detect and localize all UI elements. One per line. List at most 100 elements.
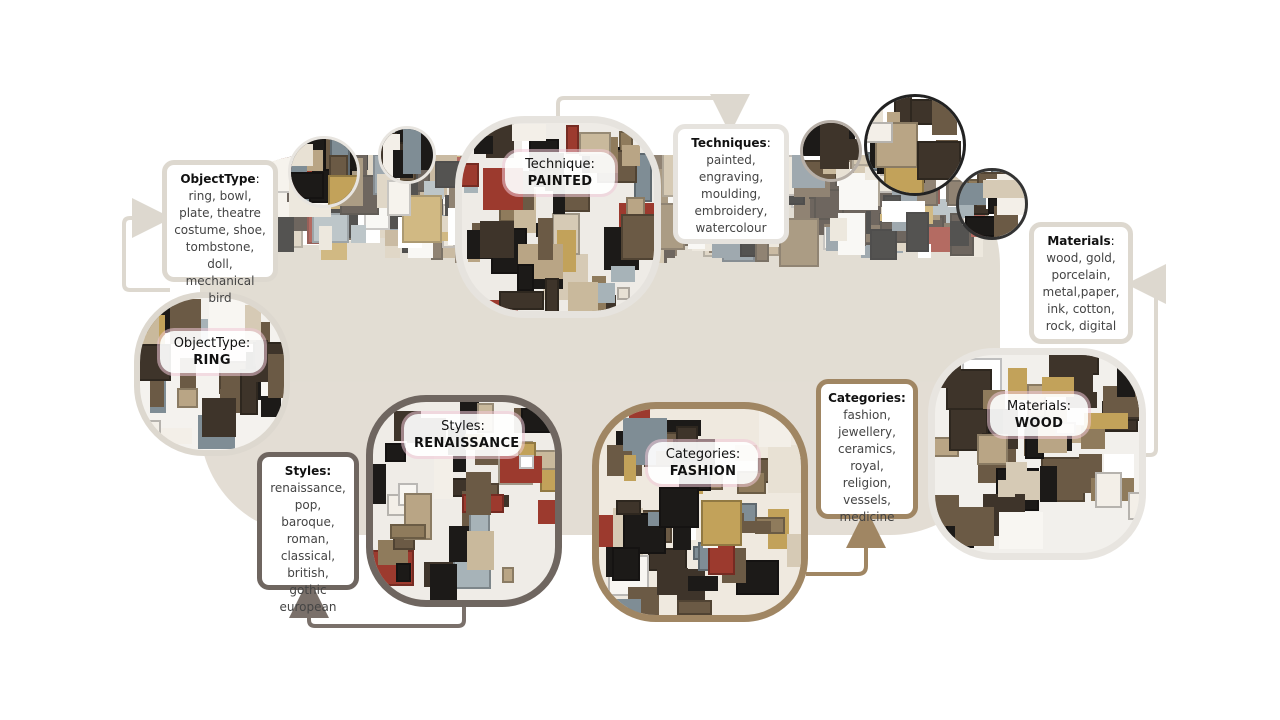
callout-title: ObjectType — [180, 172, 256, 186]
artwork-thumbnail — [1041, 377, 1074, 398]
artwork-thumbnail — [1094, 472, 1122, 508]
artwork-thumbnail — [954, 506, 994, 546]
artwork-thumbnail — [1008, 368, 1027, 400]
callout-items: renaissance, pop, baroque, roman, classi… — [270, 481, 346, 614]
cluster-label-categories: Categories: FASHION — [648, 442, 758, 484]
artwork-thumbnail — [1128, 491, 1139, 520]
callout-colon: : — [1110, 234, 1115, 248]
artwork-thumbnail — [389, 524, 426, 539]
artwork-thumbnail — [826, 138, 859, 161]
cluster-label-objecttype: ObjectType: RING — [160, 331, 264, 373]
artwork-thumbnail — [384, 443, 407, 462]
artwork-thumbnail — [538, 218, 553, 260]
callout-techniques: Techniques: painted, engraving, moulding… — [673, 124, 789, 244]
thumbnail-circle — [378, 126, 436, 184]
artwork-thumbnail — [469, 510, 491, 534]
artwork-thumbnail — [351, 224, 367, 243]
cluster-label-technique: Technique: PAINTED — [505, 152, 615, 194]
artwork-thumbnail — [1040, 466, 1058, 502]
artwork-thumbnail — [965, 215, 999, 237]
cluster-label-value: WOOD — [1014, 416, 1064, 431]
artwork-thumbnail — [373, 464, 387, 504]
artwork-thumbnail — [474, 135, 494, 154]
cluster-label-title: Technique: — [525, 157, 595, 172]
artwork-thumbnail — [319, 226, 332, 251]
artwork-thumbnail — [983, 179, 1025, 198]
artwork-thumbnail — [935, 494, 959, 526]
artwork-thumbnail — [466, 530, 494, 571]
cluster-label-value: RING — [193, 353, 231, 368]
arrow-styles — [289, 578, 466, 628]
artwork-thumbnail — [430, 240, 444, 260]
callout-title: Techniques — [691, 136, 767, 150]
artwork-thumbnail — [916, 141, 962, 181]
thumbnail-circle — [288, 136, 360, 208]
artwork-thumbnail — [202, 398, 236, 437]
cluster-label-title: Categories: — [665, 447, 741, 462]
callout-items: wood, gold, porcelain, metal,paper, ink,… — [1042, 251, 1120, 333]
artwork-thumbnail — [177, 387, 198, 408]
cluster-label-value: RENAISSANCE — [414, 436, 520, 451]
thumbnail-circle — [864, 94, 966, 196]
artwork-thumbnail — [433, 454, 453, 499]
artwork-thumbnail — [240, 369, 258, 416]
cluster-label-title: ObjectType: — [173, 336, 251, 351]
artwork-thumbnail — [1116, 357, 1136, 398]
artwork-thumbnail — [657, 568, 689, 595]
artwork-thumbnail — [402, 129, 421, 174]
artwork-thumbnail — [291, 171, 324, 199]
callout-categories: Categories: fashion, jewellery, ceramics… — [816, 379, 918, 524]
artwork-thumbnail — [544, 277, 559, 311]
artwork-thumbnail — [621, 144, 641, 167]
artwork-thumbnail — [700, 500, 743, 547]
artwork-thumbnail — [932, 97, 958, 136]
artwork-thumbnail — [867, 121, 893, 144]
callout-title: Categories: — [828, 391, 906, 405]
thumbnail-circle — [956, 168, 1028, 240]
cluster-categories[interactable] — [592, 402, 808, 622]
artwork-thumbnail — [386, 180, 412, 216]
artwork-thumbnail — [677, 599, 713, 615]
cluster-label-value: FASHION — [669, 464, 737, 479]
artwork-thumbnail — [1080, 426, 1105, 450]
artwork-thumbnail — [327, 174, 357, 205]
artwork-thumbnail — [787, 533, 801, 568]
cluster-label-value: PAINTED — [527, 174, 593, 189]
artwork-thumbnail — [767, 444, 801, 493]
artwork-thumbnail — [936, 360, 961, 389]
callout-materials: Materials: wood, gold, porcelain, metal,… — [1029, 222, 1133, 344]
arrow-technique — [556, 94, 750, 134]
artwork-thumbnail — [267, 354, 284, 398]
artwork-thumbnail — [658, 487, 700, 528]
artwork-thumbnail — [567, 281, 598, 311]
cluster-objecttype[interactable] — [134, 292, 290, 456]
callout-objecttype: ObjectType: ring, bowl, plate, theatre c… — [162, 160, 278, 305]
artwork-thumbnail — [499, 291, 544, 310]
callout-styles: Styles: renaissance, pop, baroque, roman… — [257, 452, 359, 614]
arrow-objecttype — [122, 198, 172, 292]
artwork-thumbnail — [462, 163, 480, 188]
artwork-thumbnail — [905, 211, 929, 253]
artwork-thumbnail — [518, 455, 535, 470]
callout-colon: : — [766, 136, 771, 150]
artwork-thumbnail — [396, 562, 412, 582]
callout-items: ring, bowl, plate, theatre costume, shoe… — [174, 189, 266, 305]
artwork-thumbnail — [1053, 462, 1078, 498]
artwork-thumbnail — [537, 500, 555, 524]
callout-title: Styles: — [284, 464, 332, 478]
artwork-thumbnail — [758, 409, 792, 448]
cluster-technique[interactable] — [455, 116, 661, 318]
artwork-thumbnail — [611, 546, 641, 582]
cluster-label-title: Materials: — [1007, 399, 1071, 414]
artwork-thumbnail — [1005, 462, 1027, 485]
artwork-thumbnail — [617, 286, 630, 301]
callout-title: Materials — [1047, 234, 1111, 248]
artwork-thumbnail — [738, 520, 772, 534]
artwork-thumbnail — [521, 407, 555, 433]
cluster-materials[interactable] — [928, 348, 1146, 560]
callout-colon: : — [255, 172, 260, 186]
arrow-materials — [1126, 264, 1166, 457]
artwork-thumbnail — [501, 567, 515, 583]
artwork-thumbnail — [829, 217, 847, 242]
